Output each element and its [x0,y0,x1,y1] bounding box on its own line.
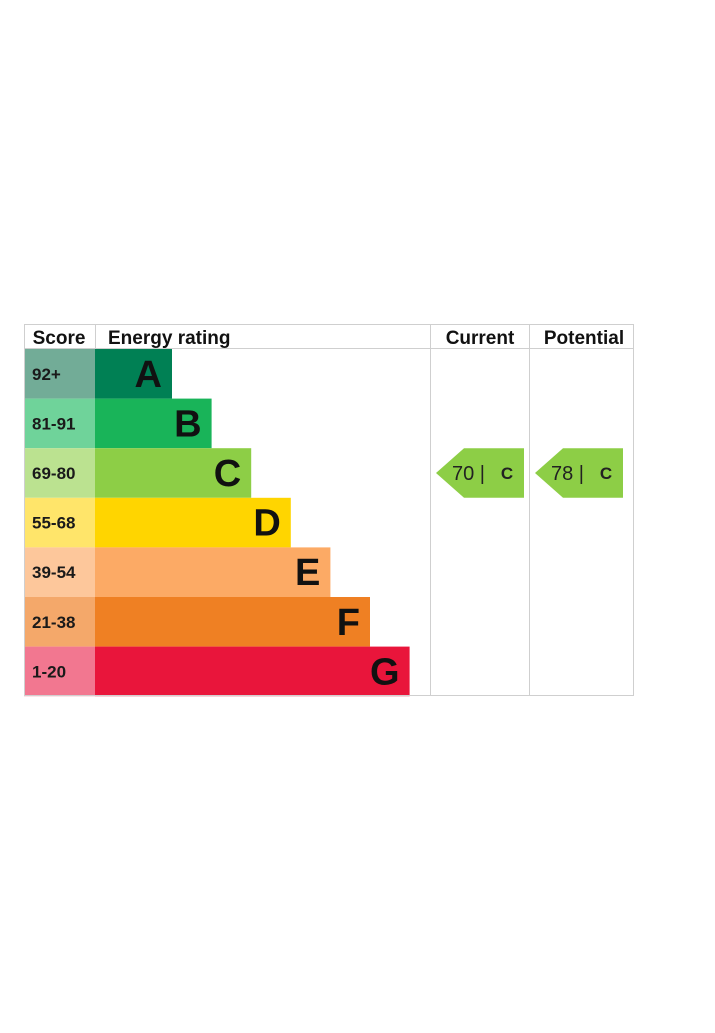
rating-bar-a [95,349,172,399]
rating-letter-g: G [370,651,400,693]
potential-rating-value: 78 | [551,463,584,485]
current-rating-letter: C [501,464,513,483]
potential-rating-arrow [535,448,623,498]
score-cell-c [24,448,95,498]
bands-layer: 92+ A 81-91 B 69-80 C 55-68 D 39-54 E 21-38 F 1-20 G [24,349,410,697]
score-range-c: 69-80 [32,464,75,483]
rating-bar-c [95,448,252,498]
score-cell-g [24,646,95,697]
current-rating-arrow [436,448,524,498]
score-range-b: 81-91 [32,414,75,433]
score-cell-f [24,597,95,647]
table-border [24,324,634,696]
current-rating-value: 70 | [452,463,485,485]
rating-bar-f [95,597,370,647]
score-range-e: 39-54 [32,563,76,582]
rating-letter-d: D [253,503,280,545]
score-cell-d [24,497,95,548]
rating-letter-f: F [337,602,360,644]
rating-bar-e [95,547,331,597]
header-potential: Potential [544,328,624,349]
score-range-f: 21-38 [32,613,75,632]
header-energy-rating: Energy rating [108,328,230,349]
grid-lines [24,324,634,696]
rating-bar-d [95,497,291,548]
rating-bar-b [95,398,212,449]
score-cell-a [24,349,95,399]
potential-rating-letter: C [600,464,612,483]
score-cell-e [24,547,95,597]
score-range-d: 55-68 [32,514,75,533]
header-current: Current [446,328,515,349]
header-score: Score [33,328,86,349]
rating-letter-a: A [135,354,162,396]
rating-letter-c: C [214,453,241,495]
rating-letter-e: E [295,552,320,594]
score-cell-b [24,398,95,449]
score-range-g: 1-20 [32,662,66,681]
badges-layer: 70 | C 78 | C [436,448,623,498]
rating-letter-b: B [174,403,201,445]
score-range-a: 92+ [32,365,61,384]
rating-bar-g [95,646,410,697]
